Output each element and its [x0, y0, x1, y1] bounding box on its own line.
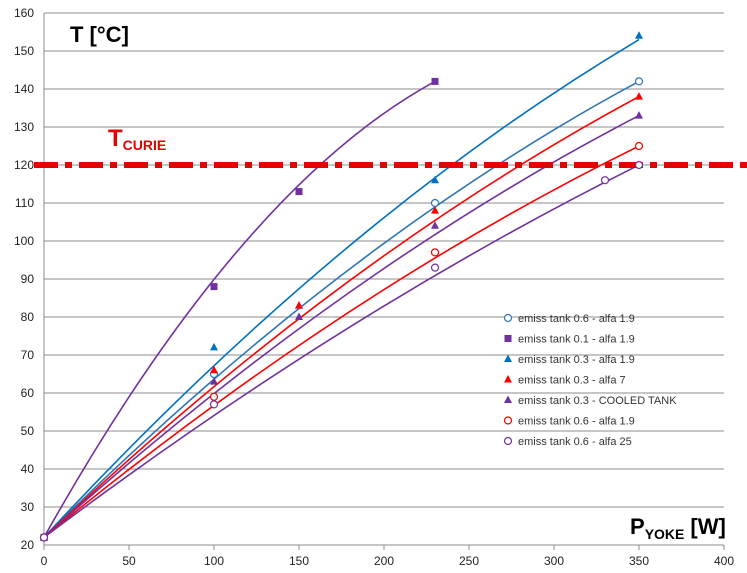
y-tick-label: 80 — [21, 310, 35, 324]
data-point-s6-3 — [600, 176, 610, 185]
data-point-s5-2 — [430, 248, 440, 257]
curie-label-sub: CURIE — [123, 137, 167, 153]
data-point-s2-4 — [635, 31, 643, 39]
legend-marker-0 — [503, 313, 513, 323]
data-point-s3-1 — [210, 365, 218, 374]
x-tick-label: 300 — [544, 554, 564, 568]
fit-lines — [43, 38, 640, 539]
curie-label: TCURIE — [108, 125, 166, 153]
y-tick-label: 40 — [21, 462, 35, 476]
legend-entry-4: emiss tank 0.3 - COOLED TANK — [518, 395, 677, 407]
y-tick-label: 130 — [14, 120, 34, 134]
y-tick-label: 70 — [21, 348, 35, 362]
data-point-s0-2 — [430, 198, 440, 208]
x-axis-title-unit: [W] — [690, 514, 725, 539]
y-tick-label: 30 — [21, 500, 35, 514]
y-tick-label: 100 — [14, 234, 34, 248]
data-point-s4-3 — [431, 221, 439, 229]
axes — [43, 13, 725, 550]
data-point-s2-3 — [431, 175, 439, 184]
tick-labels: 20 30 40 50 60 70 80 90 100 110 120 130 140 150 160 0 50… — [14, 6, 734, 568]
y-tick-label: 110 — [15, 196, 34, 210]
y-tick-label: 20 — [21, 538, 35, 552]
data-point-s5-1 — [209, 392, 219, 401]
y-tick-label: 120 — [14, 158, 34, 172]
curie-label-main: T — [108, 125, 123, 152]
data-point-s4-2 — [295, 312, 303, 320]
data-point-s2-1 — [210, 342, 218, 351]
fit-line-6 — [43, 164, 640, 539]
fit-line-4 — [43, 114, 640, 538]
grid — [44, 12, 724, 546]
data-point-s0-3 — [634, 77, 644, 86]
legend-entry-6: emiss tank 0.6 - alfa 25 — [518, 436, 632, 448]
fit-line-5 — [43, 145, 640, 539]
data-point-s6-1 — [209, 400, 219, 409]
fit-line-3 — [43, 95, 640, 538]
data-point-s6-2 — [430, 263, 440, 272]
y-axis-title: T [°C] — [70, 22, 129, 47]
fit-line-0 — [43, 80, 640, 538]
y-tick-label: 50 — [21, 424, 35, 438]
data-point-s1-2 — [295, 188, 303, 196]
x-tick-label: 250 — [459, 554, 479, 568]
data-point-s1-3 — [431, 77, 439, 85]
x-tick-label: 200 — [374, 554, 394, 568]
data-point-s3-4 — [635, 92, 643, 100]
x-axis-title-sub: YOKE — [645, 526, 685, 542]
data-point-s3-2 — [295, 301, 303, 309]
legend-entry-3: emiss tank 0.3 - alfa 7 — [518, 375, 626, 387]
legend-marker-4 — [504, 395, 512, 403]
y-tick-label: 140 — [14, 82, 34, 96]
data-point-s6-0 — [39, 533, 49, 542]
data-point-s3-3 — [431, 206, 439, 214]
legend-marker-2 — [504, 354, 512, 362]
legend-marker-6 — [503, 436, 513, 446]
x-axis-title: PYOKE [W] — [630, 514, 726, 542]
data-point-s4-4 — [635, 111, 643, 119]
legend: emiss tank 0.6 - alfa 1.9 emiss tank 0.1 … — [503, 313, 677, 448]
legend-marker-1 — [504, 335, 512, 342]
x-tick-label: 350 — [629, 554, 649, 568]
x-tick-label: 50 — [122, 554, 136, 568]
x-tick-label: 150 — [289, 554, 309, 568]
data-point-s4-1 — [210, 377, 218, 385]
x-tick-label: 0 — [41, 554, 48, 568]
data-point-s6-4 — [634, 160, 644, 170]
fit-line-2 — [43, 38, 640, 538]
legend-entry-0: emiss tank 0.6 - alfa 1.9 — [518, 313, 635, 325]
legend-marker-3 — [504, 375, 512, 383]
legend-marker-5 — [503, 416, 513, 425]
y-tick-label: 60 — [21, 386, 35, 400]
data-point-s5-3 — [634, 141, 644, 151]
legend-entry-1: emiss tank 0.1 - alfa 1.9 — [518, 334, 635, 346]
data-points — [39, 31, 644, 542]
y-tick-label: 150 — [14, 44, 34, 58]
fit-line-1 — [43, 80, 436, 538]
y-tick-label: 160 — [14, 6, 34, 20]
x-tick-label: 100 — [204, 554, 224, 568]
legend-entry-2: emiss tank 0.3 - alfa 1.9 — [518, 354, 635, 366]
data-point-s1-1 — [210, 283, 218, 291]
y-tick-label: 90 — [21, 272, 35, 286]
x-axis-title-main: P — [630, 514, 645, 539]
x-tick-label: 400 — [714, 554, 734, 568]
legend-entry-5: emiss tank 0.6 - alfa 1.9 — [518, 416, 635, 428]
